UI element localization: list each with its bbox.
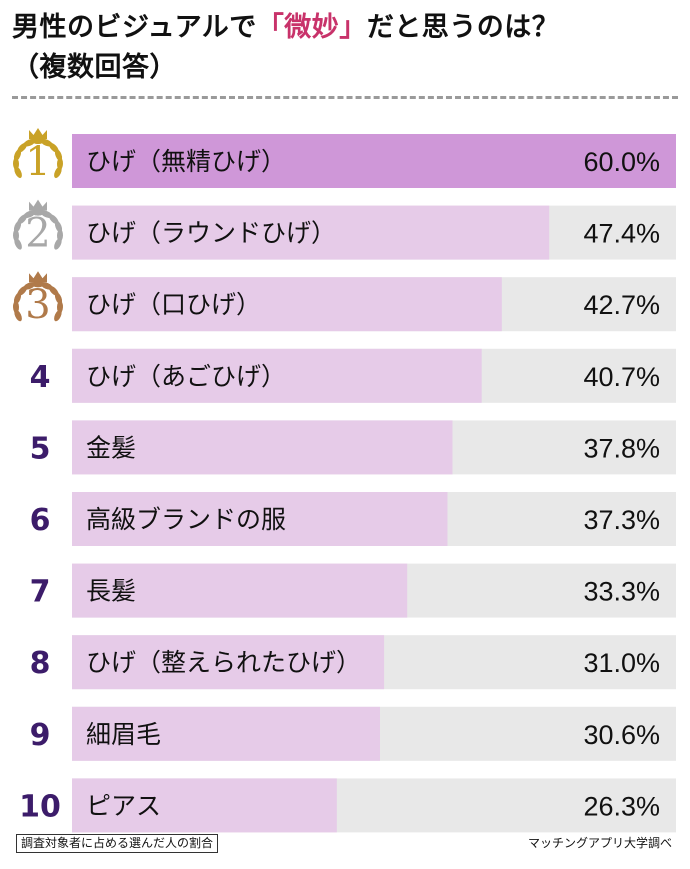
value-label: 40.7% xyxy=(583,362,660,392)
rank-number: 9 xyxy=(30,718,51,753)
chart-title: 男性のビジュアルで「微妙」だと思うのは？ （複数回答） xyxy=(12,8,682,88)
laurel-leaf xyxy=(29,128,47,139)
bar-label: 高級ブランドの服 xyxy=(86,505,286,534)
bar xyxy=(72,778,337,833)
title-line1-before: 男性のビジュアルで xyxy=(12,12,257,43)
value-label: 37.8% xyxy=(583,433,660,463)
laurel-leaf xyxy=(56,300,64,314)
value-label: 47.4% xyxy=(583,219,660,249)
value-label: 37.3% xyxy=(583,505,660,535)
rank-number: 6 xyxy=(30,503,51,538)
rank-2-medal-icon xyxy=(12,199,64,250)
source-credit: マッチングアプリ大学調べ xyxy=(527,836,672,850)
laurel-leaf xyxy=(31,281,45,288)
bar-label: ひげ（口ひげ） xyxy=(86,290,261,319)
title-divider xyxy=(12,96,678,99)
bar-label: ひげ（ラウンドひげ） xyxy=(86,219,336,248)
bar xyxy=(72,563,408,618)
bar xyxy=(72,134,676,188)
rank-number: 4 xyxy=(30,360,51,395)
rank-number: 7 xyxy=(30,575,51,610)
laurel-leaf xyxy=(31,209,45,216)
title-line1-after: だと思うのは？ xyxy=(366,12,560,43)
title-line2: （複数回答） xyxy=(12,52,177,83)
value-label: 60.0% xyxy=(583,147,660,177)
bar-label: 金髪 xyxy=(86,433,136,462)
bar xyxy=(72,277,502,332)
value-label: 42.7% xyxy=(583,290,660,320)
rank-number: 5 xyxy=(30,431,51,466)
laurel-leaf xyxy=(23,282,36,290)
survey-note: 調査対象者に占める選んだ人の割合 xyxy=(16,834,219,853)
bar xyxy=(72,635,385,690)
laurel-leaf xyxy=(29,271,47,283)
rank-number: 3 xyxy=(25,282,50,328)
bar xyxy=(72,706,380,761)
value-label: 31.0% xyxy=(583,648,660,678)
rank-number: 1 xyxy=(25,139,50,185)
laurel-leaf xyxy=(40,139,53,147)
rank-3-medal-icon xyxy=(12,271,64,322)
laurel-leaf xyxy=(56,229,64,242)
rank-number: 8 xyxy=(30,646,51,681)
bar xyxy=(72,205,550,260)
laurel-leaf xyxy=(40,210,53,218)
value-label: 30.6% xyxy=(583,720,660,750)
laurel-leaf xyxy=(29,199,47,211)
laurel-leaf xyxy=(56,157,64,170)
laurel-leaf xyxy=(23,139,36,147)
laurel-leaf xyxy=(23,210,36,218)
value-label: 26.3% xyxy=(583,791,660,821)
bar-label: 長髪 xyxy=(86,577,136,606)
value-label: 33.3% xyxy=(583,577,660,607)
bar-label: ひげ（無精ひげ） xyxy=(86,147,286,176)
bar-label: 細眉毛 xyxy=(86,720,161,749)
rank-number: 2 xyxy=(25,211,50,257)
laurel-leaf xyxy=(12,229,20,242)
bar xyxy=(72,348,482,403)
laurel-leaf xyxy=(12,157,20,170)
laurel-leaf xyxy=(31,138,45,144)
bar xyxy=(72,492,448,546)
rank-1-medal-icon xyxy=(12,128,64,179)
title-highlight: 「微妙」 xyxy=(256,12,367,43)
bar-label: ひげ（整えられたひげ） xyxy=(86,648,361,677)
bar xyxy=(72,420,453,475)
laurel-leaf xyxy=(12,300,20,314)
laurel-leaf xyxy=(40,282,53,290)
bar-label: ひげ（あごひげ） xyxy=(86,362,286,391)
rank-number: 10 xyxy=(19,789,61,824)
bar-label: ピアス xyxy=(86,791,161,820)
